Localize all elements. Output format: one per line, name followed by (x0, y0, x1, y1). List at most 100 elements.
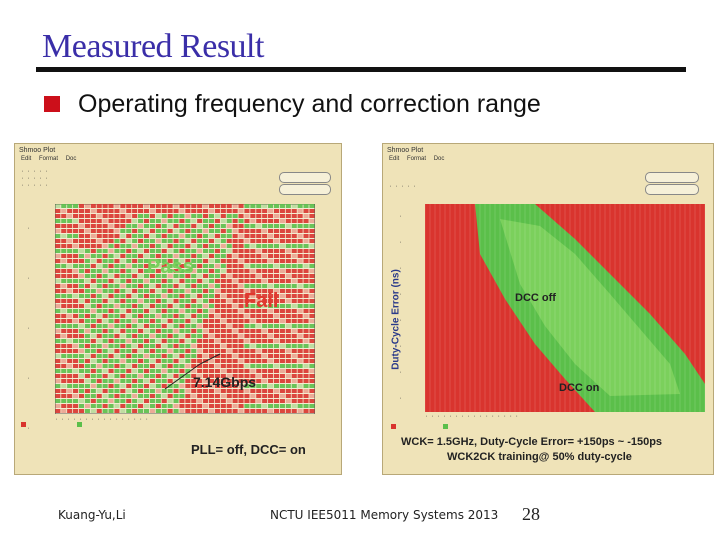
left-shmoo-cell (303, 409, 309, 413)
left-shmoo-cell (143, 339, 150, 343)
left-shmoo-cell (250, 224, 256, 228)
left-shmoo-cell (138, 399, 144, 403)
left-shmoo-cell (279, 204, 285, 208)
left-shmoo-cell (185, 294, 191, 298)
left-shmoo-cell (126, 359, 132, 363)
left-shmoo-cell (220, 354, 226, 358)
left-shmoo-cell (285, 244, 291, 248)
left-shmoo-cell (126, 259, 132, 263)
left-shmoo-cell (197, 374, 203, 378)
left-shmoo-cell (90, 274, 96, 278)
left-shmoo-cell (250, 289, 256, 293)
left-shmoo-cell (214, 339, 220, 343)
left-shmoo-cell (84, 384, 90, 388)
left-shmoo-cell (108, 244, 114, 248)
left-shmoo-cell (132, 234, 138, 238)
left-shmoo-cell (185, 284, 191, 288)
left-shmoo-cell (256, 404, 262, 408)
left-shmoo-cell (279, 409, 285, 413)
left-shmoo-cell (149, 234, 155, 238)
left-shmoo-cell (208, 279, 215, 283)
left-shmoo-cell (197, 369, 203, 373)
left-shmoo-cell (149, 359, 155, 363)
left-shmoo-cell (120, 294, 126, 298)
left-shmoo-cell (67, 309, 73, 313)
left-shmoo-cell (309, 289, 315, 293)
left-shmoo-cell (126, 289, 132, 293)
left-menu-doc[interactable]: Doc (65, 156, 77, 162)
left-shmoo-cell (96, 299, 102, 303)
left-shmoo-cell (250, 344, 256, 348)
left-shmoo-cell (185, 244, 191, 248)
left-shmoo-cell (84, 339, 90, 343)
left-shmoo-cell (102, 409, 108, 413)
left-shmoo-cell (244, 284, 250, 288)
left-shmoo-cell (185, 334, 191, 338)
left-shmoo-cell (203, 259, 209, 263)
right-menu-edit[interactable]: Edit (389, 156, 400, 162)
left-shmoo-cell (203, 234, 209, 238)
left-shmoo-cell (309, 384, 315, 388)
left-shmoo-cell (297, 384, 303, 388)
left-shmoo-cell (203, 409, 209, 413)
left-shmoo-cell (126, 269, 132, 273)
left-shmoo-cell (102, 279, 108, 283)
left-shmoo-cell (55, 384, 61, 388)
left-shmoo-cell (297, 349, 303, 353)
left-shmoo-cell (250, 359, 256, 363)
right-menu-format[interactable]: Format (407, 156, 427, 162)
left-shmoo-cell (143, 234, 150, 238)
left-shmoo-cell (84, 294, 90, 298)
left-shmoo-cell (185, 384, 191, 388)
left-shmoo-cell (185, 329, 191, 333)
left-shmoo-cell (279, 249, 285, 253)
left-shmoo-cell (102, 369, 108, 373)
left-shmoo-cell (126, 394, 132, 398)
left-shmoo-cell (143, 314, 150, 318)
left-shmoo-cell (102, 269, 108, 273)
left-shmoo-cell (61, 369, 67, 373)
left-shmoo-cell (138, 369, 144, 373)
left-shmoo-cell (126, 319, 132, 323)
left-shmoo-cell (279, 329, 285, 333)
left-button-bottom[interactable] (279, 184, 331, 195)
left-shmoo-cell (226, 394, 232, 398)
left-shmoo-cell (114, 374, 120, 378)
left-shmoo-cell (61, 294, 67, 298)
left-shmoo-cell (291, 289, 297, 293)
left-shmoo-cell (149, 214, 155, 218)
left-button-top[interactable] (279, 172, 331, 183)
left-shmoo-cell (273, 379, 280, 383)
left-shmoo-cell (197, 229, 203, 233)
left-shmoo-cell (61, 284, 67, 288)
left-shmoo-cell (149, 349, 155, 353)
right-button-bottom[interactable] (645, 184, 699, 195)
left-menu-format[interactable]: Format (39, 156, 59, 162)
right-button-top[interactable] (645, 172, 699, 183)
left-shmoo-cell (61, 299, 67, 303)
left-shmoo-cell (73, 339, 79, 343)
left-shmoo-cell (273, 389, 280, 393)
left-shmoo-cell (173, 304, 179, 308)
left-shmoo-cell (250, 374, 256, 378)
left-shmoo-cell (55, 344, 61, 348)
left-menu-edit[interactable]: Edit (21, 156, 32, 162)
left-shmoo-cell (132, 269, 138, 273)
left-shmoo-cell (161, 259, 167, 263)
left-shmoo-cell (138, 239, 144, 243)
left-shmoo-cell (226, 339, 232, 343)
left-shmoo-cell (55, 354, 61, 358)
left-shmoo-cell (303, 329, 309, 333)
left-shmoo-cell (203, 349, 209, 353)
left-shmoo-cell (61, 314, 67, 318)
right-menu-doc[interactable]: Doc (433, 156, 445, 162)
left-shmoo-cell (73, 274, 79, 278)
left-shmoo-cell (90, 234, 96, 238)
left-shmoo-cell (143, 344, 150, 348)
left-shmoo-cell (55, 304, 61, 308)
left-shmoo-cell (173, 259, 179, 263)
left-shmoo-cell (102, 354, 108, 358)
left-shmoo-cell (179, 214, 185, 218)
left-shmoo-cell (285, 369, 291, 373)
left-shmoo-cell (309, 269, 315, 273)
